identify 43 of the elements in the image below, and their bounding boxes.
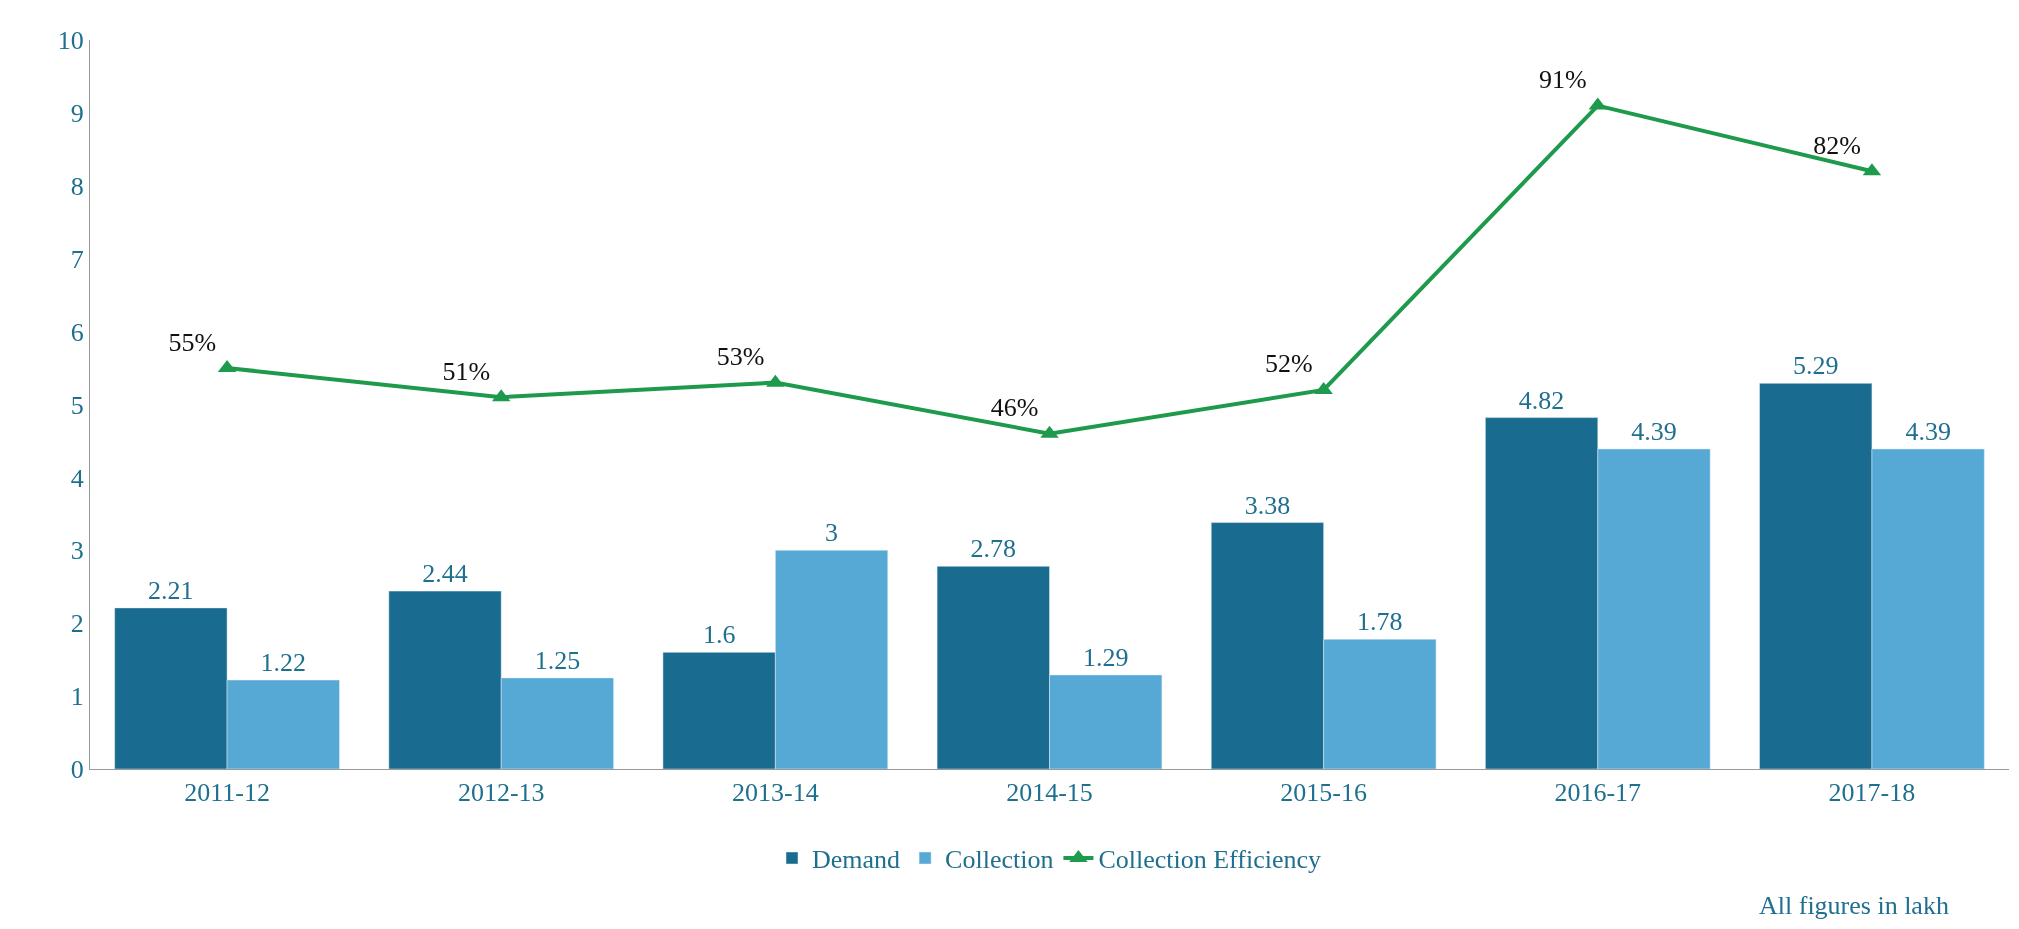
data-label: 1.6 (702, 620, 736, 650)
x-tick-label: 2014-15 (1006, 778, 1093, 808)
y-tick-label: 8 (70, 171, 84, 201)
y-tick-label: 7 (70, 244, 84, 274)
data-label: 52% (1264, 349, 1313, 379)
x-tick-label: 2012-13 (457, 778, 545, 808)
y-tick-label: 2 (70, 609, 84, 639)
data-label: 91% (1539, 65, 1587, 95)
x-tick-label: 2017-18 (1828, 778, 1916, 808)
data-label: 1.29 (1082, 642, 1129, 672)
y-tick-label: 9 (70, 99, 84, 128)
x-tick-label: 2016-17 (1554, 778, 1642, 808)
data-label: 1.22 (260, 648, 307, 678)
data-label: 2.44 (422, 559, 468, 589)
data-label: 3 (825, 518, 839, 548)
y-tick-label: 4 (70, 463, 84, 493)
y-tick-label: 6 (70, 317, 84, 347)
data-label: 3.38 (1244, 490, 1291, 520)
data-label: 51% (442, 356, 491, 386)
legend-label: Demand (812, 845, 901, 875)
text: All figures in lakh (1759, 891, 1949, 920)
data-label: 82% (1813, 130, 1861, 160)
data-label: 2.21 (148, 575, 194, 605)
data-label: 53% (716, 342, 765, 372)
y-tick-label: 5 (70, 390, 84, 420)
legend-label: Collection Efficiency (1098, 845, 1322, 875)
data-label: 5.29 (1792, 351, 1839, 381)
x-tick-label: 2011-12 (184, 778, 270, 808)
data-label: 4.39 (1905, 416, 1951, 446)
data-label: 46% (990, 393, 1039, 423)
legend-label: Collection (945, 845, 1054, 875)
data-label: 4.82 (1518, 385, 1565, 415)
y-tick-label: 0 (70, 755, 84, 785)
data-label: 4.39 (1631, 416, 1677, 446)
data-label: 55% (168, 327, 217, 357)
y-tick-label: 10 (57, 26, 84, 56)
y-tick-label: 1 (70, 682, 84, 712)
y-tick-label: 3 (70, 536, 84, 566)
data-label: 2.78 (970, 534, 1017, 564)
x-tick-label: 2013-14 (732, 778, 819, 808)
data-label: 1.25 (534, 645, 581, 675)
x-tick-label: 2015-16 (1280, 778, 1367, 808)
data-label: 1.78 (1357, 607, 1403, 637)
